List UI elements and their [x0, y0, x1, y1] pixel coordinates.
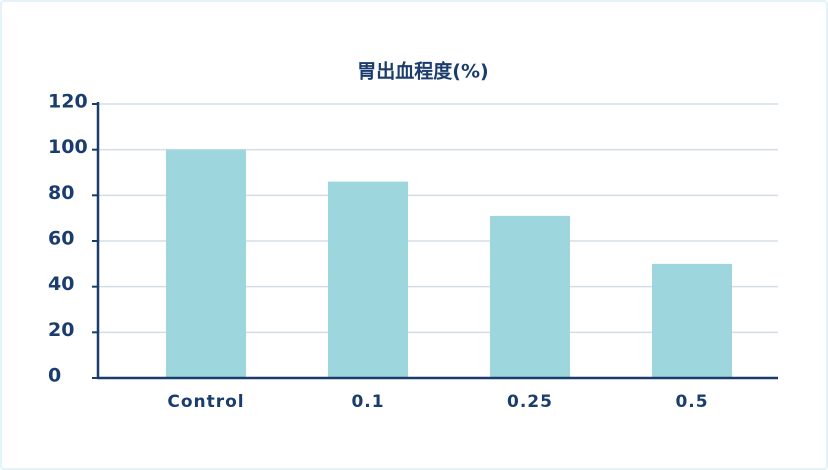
y-tick-label: 100 [48, 136, 88, 158]
y-tick-label: 120 [48, 91, 88, 113]
y-tick-label: 80 [48, 182, 74, 204]
y-tick-label: 40 [48, 273, 74, 295]
y-tick-label: 60 [48, 228, 74, 250]
bar [166, 149, 246, 378]
chart-title: 胃出血程度(%) [357, 60, 488, 83]
y-tick-label: 20 [48, 319, 74, 341]
x-tick-label: 0.1 [351, 392, 384, 412]
x-tick-label: 0.25 [507, 392, 553, 412]
x-tick-label: Control [167, 392, 244, 412]
bar [490, 215, 570, 378]
bar [652, 263, 732, 378]
y-tick-label: 0 [48, 365, 61, 387]
bar [328, 181, 408, 378]
x-tick-label: 0.5 [675, 392, 708, 412]
